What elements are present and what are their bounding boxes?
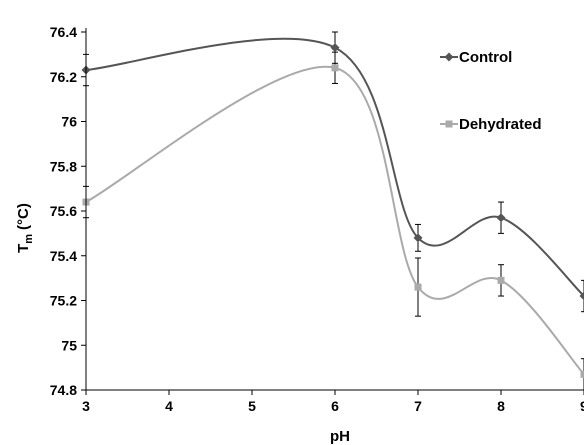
y-tick-label: 75.6 (50, 203, 77, 219)
legend-item-control: Control (440, 49, 512, 66)
data-point-control (579, 291, 584, 301)
y-tick-label: 75.8 (50, 158, 77, 174)
data-point-control (496, 213, 506, 223)
legend-label-dehydrated: Dehydrated (459, 116, 542, 133)
svg-text:Tm(°C): Tm (°C) (15, 203, 35, 253)
data-point-dehydrated (580, 370, 584, 378)
y-tick-label: 75.2 (50, 293, 77, 309)
y-axis-title: Tm (°C) (15, 203, 35, 253)
axes (81, 28, 584, 395)
y-axis-title-unit: (°C) (15, 203, 32, 230)
y-tick-label: 75.4 (50, 248, 77, 264)
data-point-dehydrated (331, 64, 339, 72)
x-tick-label: 3 (82, 398, 90, 414)
plot-area (81, 31, 584, 391)
x-tick-label: 4 (165, 398, 173, 414)
series-line-control (85, 37, 584, 297)
y-tick-label: 76 (61, 114, 77, 130)
x-tick-label: 6 (331, 398, 339, 414)
data-point-control (413, 233, 423, 243)
series-control (81, 31, 584, 313)
legend-marker-dehydrated (445, 120, 453, 128)
y-axis-title-main: T (15, 244, 32, 253)
data-point-dehydrated (497, 276, 505, 284)
x-axis-title: pH (330, 428, 350, 445)
legend-item-dehydrated: Dehydrated (440, 116, 542, 133)
error-bar-control (581, 279, 584, 313)
tick-labels: 74.8 75 75.2 75.4 75.6 75.8 76 76.2 76.4 3 4 5 6 7 8 9 (50, 24, 584, 414)
x-tick-label: 7 (414, 398, 422, 414)
x-tick-label: 5 (248, 398, 256, 414)
x-tick-label: 9 (580, 398, 584, 414)
y-tick-label: 76.4 (50, 24, 77, 40)
series-line-dehydrated (85, 65, 584, 375)
data-point-control (330, 43, 340, 53)
legend: Control Dehydrated (440, 49, 542, 133)
y-axis-title-subscript: m (23, 234, 35, 244)
legend-label-control: Control (459, 49, 512, 66)
y-tick-label: 75 (61, 337, 77, 353)
data-point-dehydrated (414, 283, 422, 291)
legend-marker-control (444, 52, 454, 62)
x-tick-label: 8 (497, 398, 505, 414)
y-tick-label: 74.8 (50, 382, 77, 398)
y-tick-label: 76.2 (50, 69, 77, 85)
